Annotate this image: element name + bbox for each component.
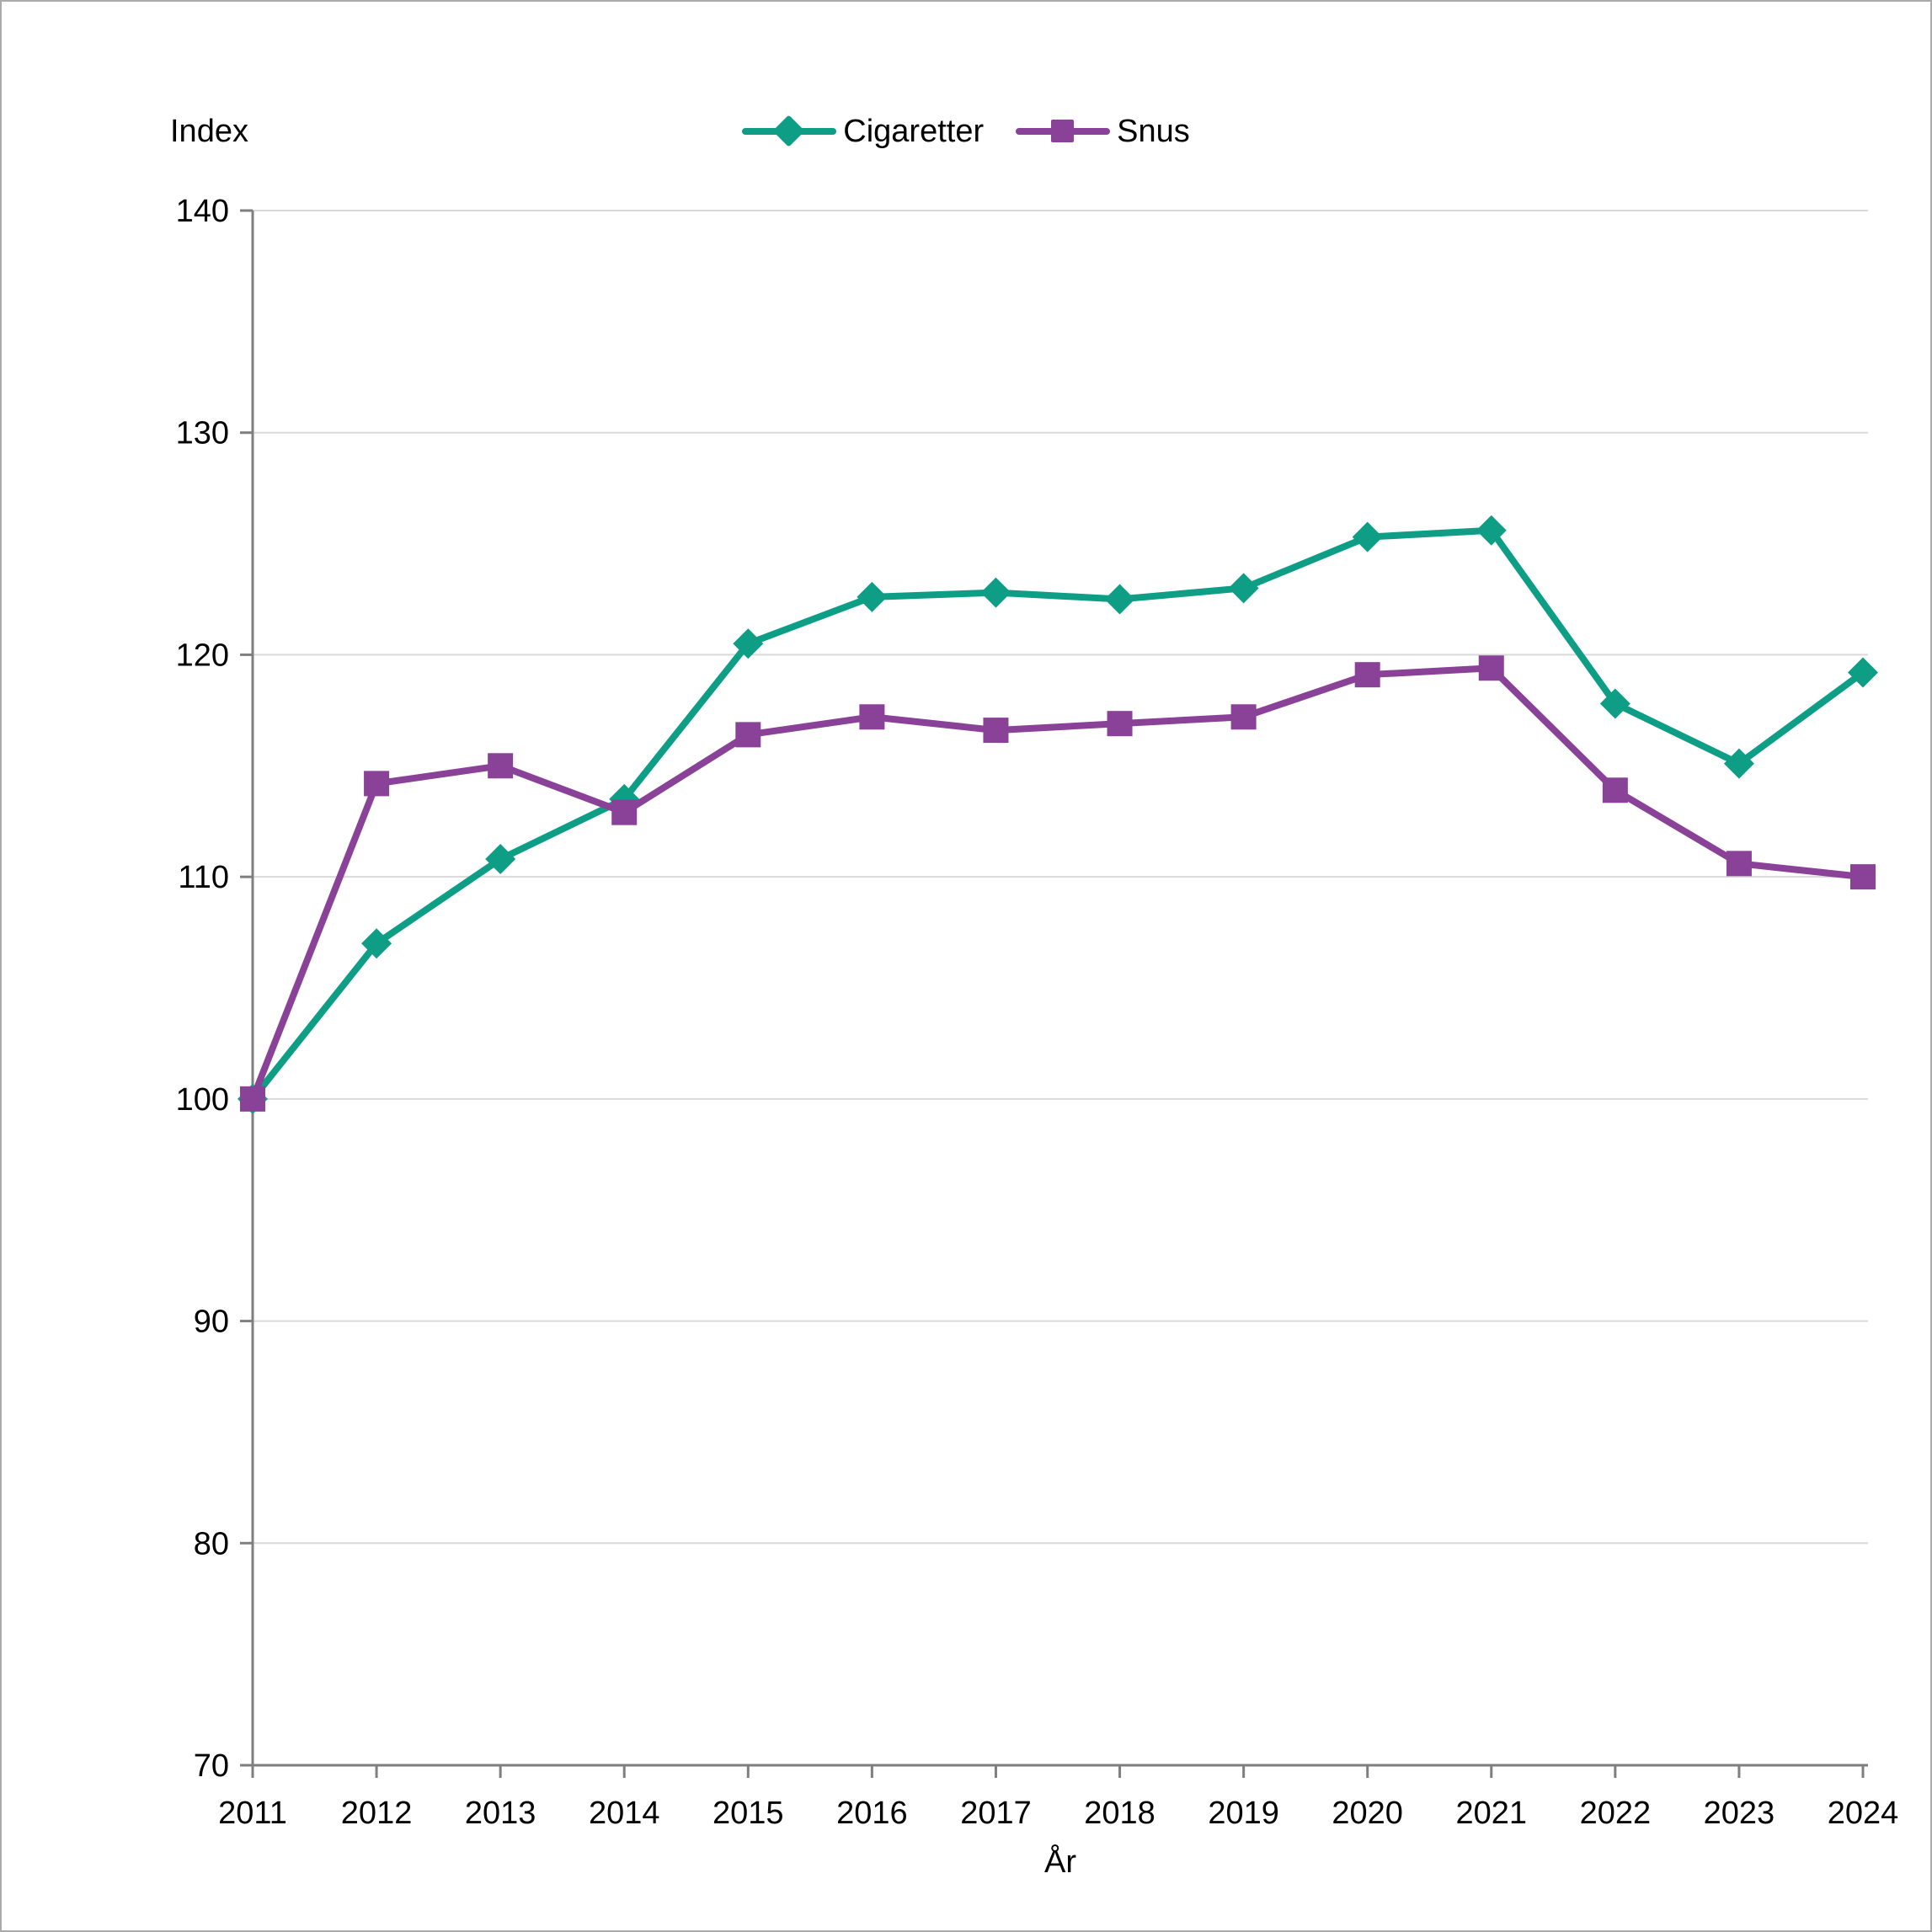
x-tick-label: 2012: [341, 1796, 413, 1831]
x-tick-label: 2023: [1704, 1796, 1775, 1831]
series-marker-snus: [1354, 662, 1380, 688]
series-marker-cigaretter: [361, 928, 392, 959]
x-tick-label: 2019: [1208, 1796, 1279, 1831]
series-marker-cigaretter: [1848, 657, 1878, 688]
chart-legend: Cigaretter Snus: [2, 111, 1930, 152]
series-marker-cigaretter: [857, 581, 888, 612]
legend-item-cigaretter: Cigaretter: [742, 114, 984, 150]
series-line-snus: [249, 664, 1866, 1102]
diamond-marker-icon: [772, 115, 805, 147]
series-marker-cigaretter: [733, 628, 764, 659]
series-marker-snus: [1478, 655, 1504, 681]
series-marker-snus: [983, 718, 1009, 744]
y-tick-label: 90: [194, 1305, 229, 1340]
series-marker-snus: [1726, 851, 1752, 877]
y-tick-label: 130: [176, 416, 229, 451]
series-marker-cigaretter: [1599, 688, 1630, 719]
x-tick-label: 2024: [1828, 1796, 1899, 1831]
x-axis-title: År: [1044, 1844, 1076, 1880]
series-marker-cigaretter: [1723, 748, 1754, 779]
legend-label-cigaretter: Cigaretter: [843, 113, 985, 149]
series-line-cigaretter: [249, 526, 1866, 1102]
series-marker-snus: [364, 771, 390, 797]
y-tick-label: 100: [176, 1082, 229, 1118]
y-axis-title: Index: [170, 114, 248, 149]
x-tick-label: 2011: [218, 1796, 287, 1831]
series-marker-cigaretter: [1228, 573, 1259, 604]
square-marker-icon: [1051, 120, 1075, 142]
series-marker-snus: [488, 753, 514, 779]
y-tick-label: 70: [194, 1748, 229, 1784]
y-tick-label: 120: [176, 638, 229, 673]
x-tick-label: 2015: [712, 1796, 784, 1831]
legend-item-snus: Snus: [1016, 114, 1190, 150]
series-marker-cigaretter: [1352, 521, 1383, 552]
x-tick-label: 2020: [1332, 1796, 1403, 1831]
series-marker-snus: [240, 1086, 265, 1112]
y-tick-label: 80: [194, 1526, 229, 1561]
x-tick-label: 2017: [960, 1796, 1032, 1831]
x-tick-label: 2022: [1580, 1796, 1652, 1831]
series-marker-snus: [1850, 864, 1876, 890]
x-tick-label: 2013: [465, 1796, 536, 1831]
series-marker-cigaretter: [1476, 515, 1507, 546]
x-tick-label: 2016: [836, 1796, 908, 1831]
series-marker-snus: [859, 704, 885, 730]
y-tick-label: 110: [178, 860, 229, 895]
x-tick-label: 2018: [1084, 1796, 1155, 1831]
series-marker-cigaretter: [1104, 584, 1135, 615]
series-marker-cigaretter: [485, 844, 516, 875]
series-marker-snus: [1230, 704, 1257, 730]
x-tick-label: 2021: [1455, 1796, 1527, 1831]
series-marker-snus: [611, 799, 638, 825]
series-marker-cigaretter: [980, 577, 1011, 608]
legend-square-line-icon: [1016, 115, 1111, 148]
series-marker-snus: [1107, 711, 1133, 737]
legend-diamond-line-icon: [742, 115, 837, 148]
series-marker-snus: [1602, 777, 1628, 803]
x-tick-label: 2014: [589, 1796, 660, 1831]
series-marker-snus: [735, 722, 761, 748]
legend-label-snus: Snus: [1117, 113, 1190, 149]
y-tick-label: 140: [176, 194, 229, 229]
